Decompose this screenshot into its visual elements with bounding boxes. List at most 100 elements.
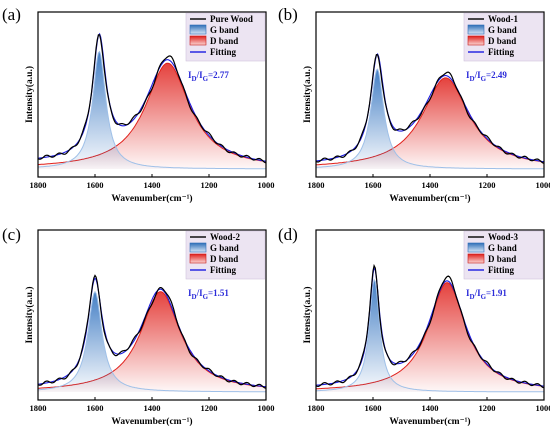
- ratio-slash: /I: [474, 70, 482, 80]
- ratio-rhs: =1.91: [486, 288, 507, 298]
- ratio-d-sub: D: [192, 293, 197, 301]
- x-tick-label: 1400: [144, 180, 161, 190]
- x-tick-label: 1200: [201, 403, 218, 413]
- x-tick-label: 1800: [308, 403, 325, 413]
- ratio-lhs: I: [466, 70, 470, 80]
- legend-d-swatch: [467, 35, 485, 46]
- panel-2: (c) 1800 1600 1400 1200 1000 Wavenumber(cm⁻¹) I…: [2, 225, 275, 427]
- ratio-rhs: =2.49: [486, 70, 507, 80]
- x-axis-label: Wavenumber(cm⁻¹): [389, 416, 470, 427]
- x-tick-label: 1600: [87, 403, 104, 413]
- g-band-line: [37, 290, 266, 393]
- d-band-fill: [38, 63, 266, 170]
- fitting-line: [37, 32, 267, 162]
- d-band-fill: [38, 291, 266, 392]
- fitting-line: [315, 266, 545, 387]
- legend-g-swatch: [189, 242, 207, 253]
- y-axis-label: Intensity(a.u.): [302, 286, 313, 343]
- raw-spectrum-line: [315, 54, 545, 164]
- legend-entry: G band: [488, 243, 517, 253]
- ratio-d-sub: D: [470, 75, 475, 83]
- raw-spectrum-line: [37, 274, 267, 389]
- legend-entry: G band: [210, 25, 239, 35]
- legend-entry: Wood-3: [488, 232, 519, 242]
- ratio-rhs: =1.51: [208, 288, 229, 298]
- y-axis-label: Intensity(a.u.): [302, 66, 313, 123]
- ratio-lhs: I: [188, 70, 192, 80]
- g-band-fill: [316, 279, 544, 392]
- ratio-d-sub: D: [192, 75, 197, 83]
- legend-entry: G band: [488, 25, 517, 35]
- legend-g-swatch: [467, 24, 485, 35]
- x-tick-label: 1000: [258, 403, 275, 413]
- x-tick-label: 1800: [308, 180, 325, 190]
- legend-entry: G band: [210, 243, 239, 253]
- d-band-fill: [316, 282, 544, 392]
- legend-d-swatch: [189, 253, 207, 264]
- x-tick-label: 1400: [144, 403, 161, 413]
- panel-3: (d) 1800 1600 1400 1200 1000 Wavenumber(cm⁻¹) I…: [278, 225, 550, 427]
- legend-entry: Wood-2: [210, 232, 241, 242]
- x-tick-label: 1200: [479, 180, 496, 190]
- d-band-fill: [316, 77, 544, 169]
- legend-entry: D band: [488, 254, 516, 264]
- x-axis-label: Wavenumber(cm⁻¹): [389, 193, 470, 204]
- x-tick-label: 1000: [536, 403, 550, 413]
- legend-entry: D band: [210, 36, 238, 46]
- x-tick-label: 1800: [30, 180, 47, 190]
- panel-label: (c): [2, 225, 21, 244]
- id-ig-ratio: ID/IG=2.77: [188, 70, 229, 83]
- x-axis-label: Wavenumber(cm⁻¹): [111, 193, 192, 204]
- legend-entry: Fitting: [210, 47, 236, 57]
- id-ig-ratio: ID/IG=1.91: [466, 288, 507, 301]
- ratio-lhs: I: [188, 288, 192, 298]
- g-band-fill: [38, 291, 266, 392]
- x-tick-label: 1200: [201, 180, 218, 190]
- id-ig-ratio: ID/IG=1.51: [188, 288, 229, 301]
- x-tick-label: 1000: [536, 180, 550, 190]
- id-ig-ratio: ID/IG=2.49: [466, 70, 507, 83]
- legend-entry: Fitting: [488, 47, 514, 57]
- legend-g-swatch: [189, 24, 207, 35]
- fitting-line: [315, 52, 545, 163]
- raw-spectrum-line: [315, 263, 545, 389]
- ratio-g-sub: G: [203, 75, 209, 83]
- ratio-slash: /I: [196, 288, 204, 298]
- ratio-g-sub: G: [481, 75, 487, 83]
- ratio-slash: /I: [474, 288, 482, 298]
- x-tick-label: 1400: [422, 403, 439, 413]
- legend-entry: Wood-1: [488, 14, 519, 24]
- x-tick-label: 1000: [258, 180, 275, 190]
- panel-label: (b): [278, 5, 298, 24]
- y-axis-label: Intensity(a.u.): [24, 286, 35, 343]
- legend-entry: D band: [210, 254, 238, 264]
- g-band-line: [38, 50, 266, 170]
- x-tick-label: 1400: [422, 180, 439, 190]
- fitting-line: [37, 277, 267, 388]
- legend-d-swatch: [467, 253, 485, 264]
- ratio-lhs: I: [466, 288, 470, 298]
- x-tick-label: 1200: [479, 403, 496, 413]
- legend-entry: Pure Wood: [210, 14, 253, 24]
- y-axis-label: Intensity(a.u.): [24, 66, 35, 123]
- panel-0: (a) 1800 1600 1400 1200 1000 Wavenumber(cm⁻¹) I…: [2, 5, 275, 204]
- ratio-g-sub: G: [481, 293, 487, 301]
- panel-label: (a): [2, 5, 21, 24]
- x-tick-label: 1600: [365, 180, 382, 190]
- x-tick-label: 1600: [365, 403, 382, 413]
- x-tick-label: 1600: [87, 180, 104, 190]
- legend-g-swatch: [467, 242, 485, 253]
- legend-entry: Fitting: [488, 265, 514, 275]
- ratio-d-sub: D: [470, 293, 475, 301]
- panel-1: (b) 1800 1600 1400 1200 1000 Wavenumber(cm⁻¹) I…: [278, 5, 550, 204]
- legend-d-swatch: [189, 35, 207, 46]
- x-axis-label: Wavenumber(cm⁻¹): [111, 416, 192, 427]
- g-band-line: [316, 278, 544, 393]
- g-band-line: [316, 68, 544, 170]
- raw-spectrum-line: [37, 34, 267, 164]
- ratio-slash: /I: [196, 70, 204, 80]
